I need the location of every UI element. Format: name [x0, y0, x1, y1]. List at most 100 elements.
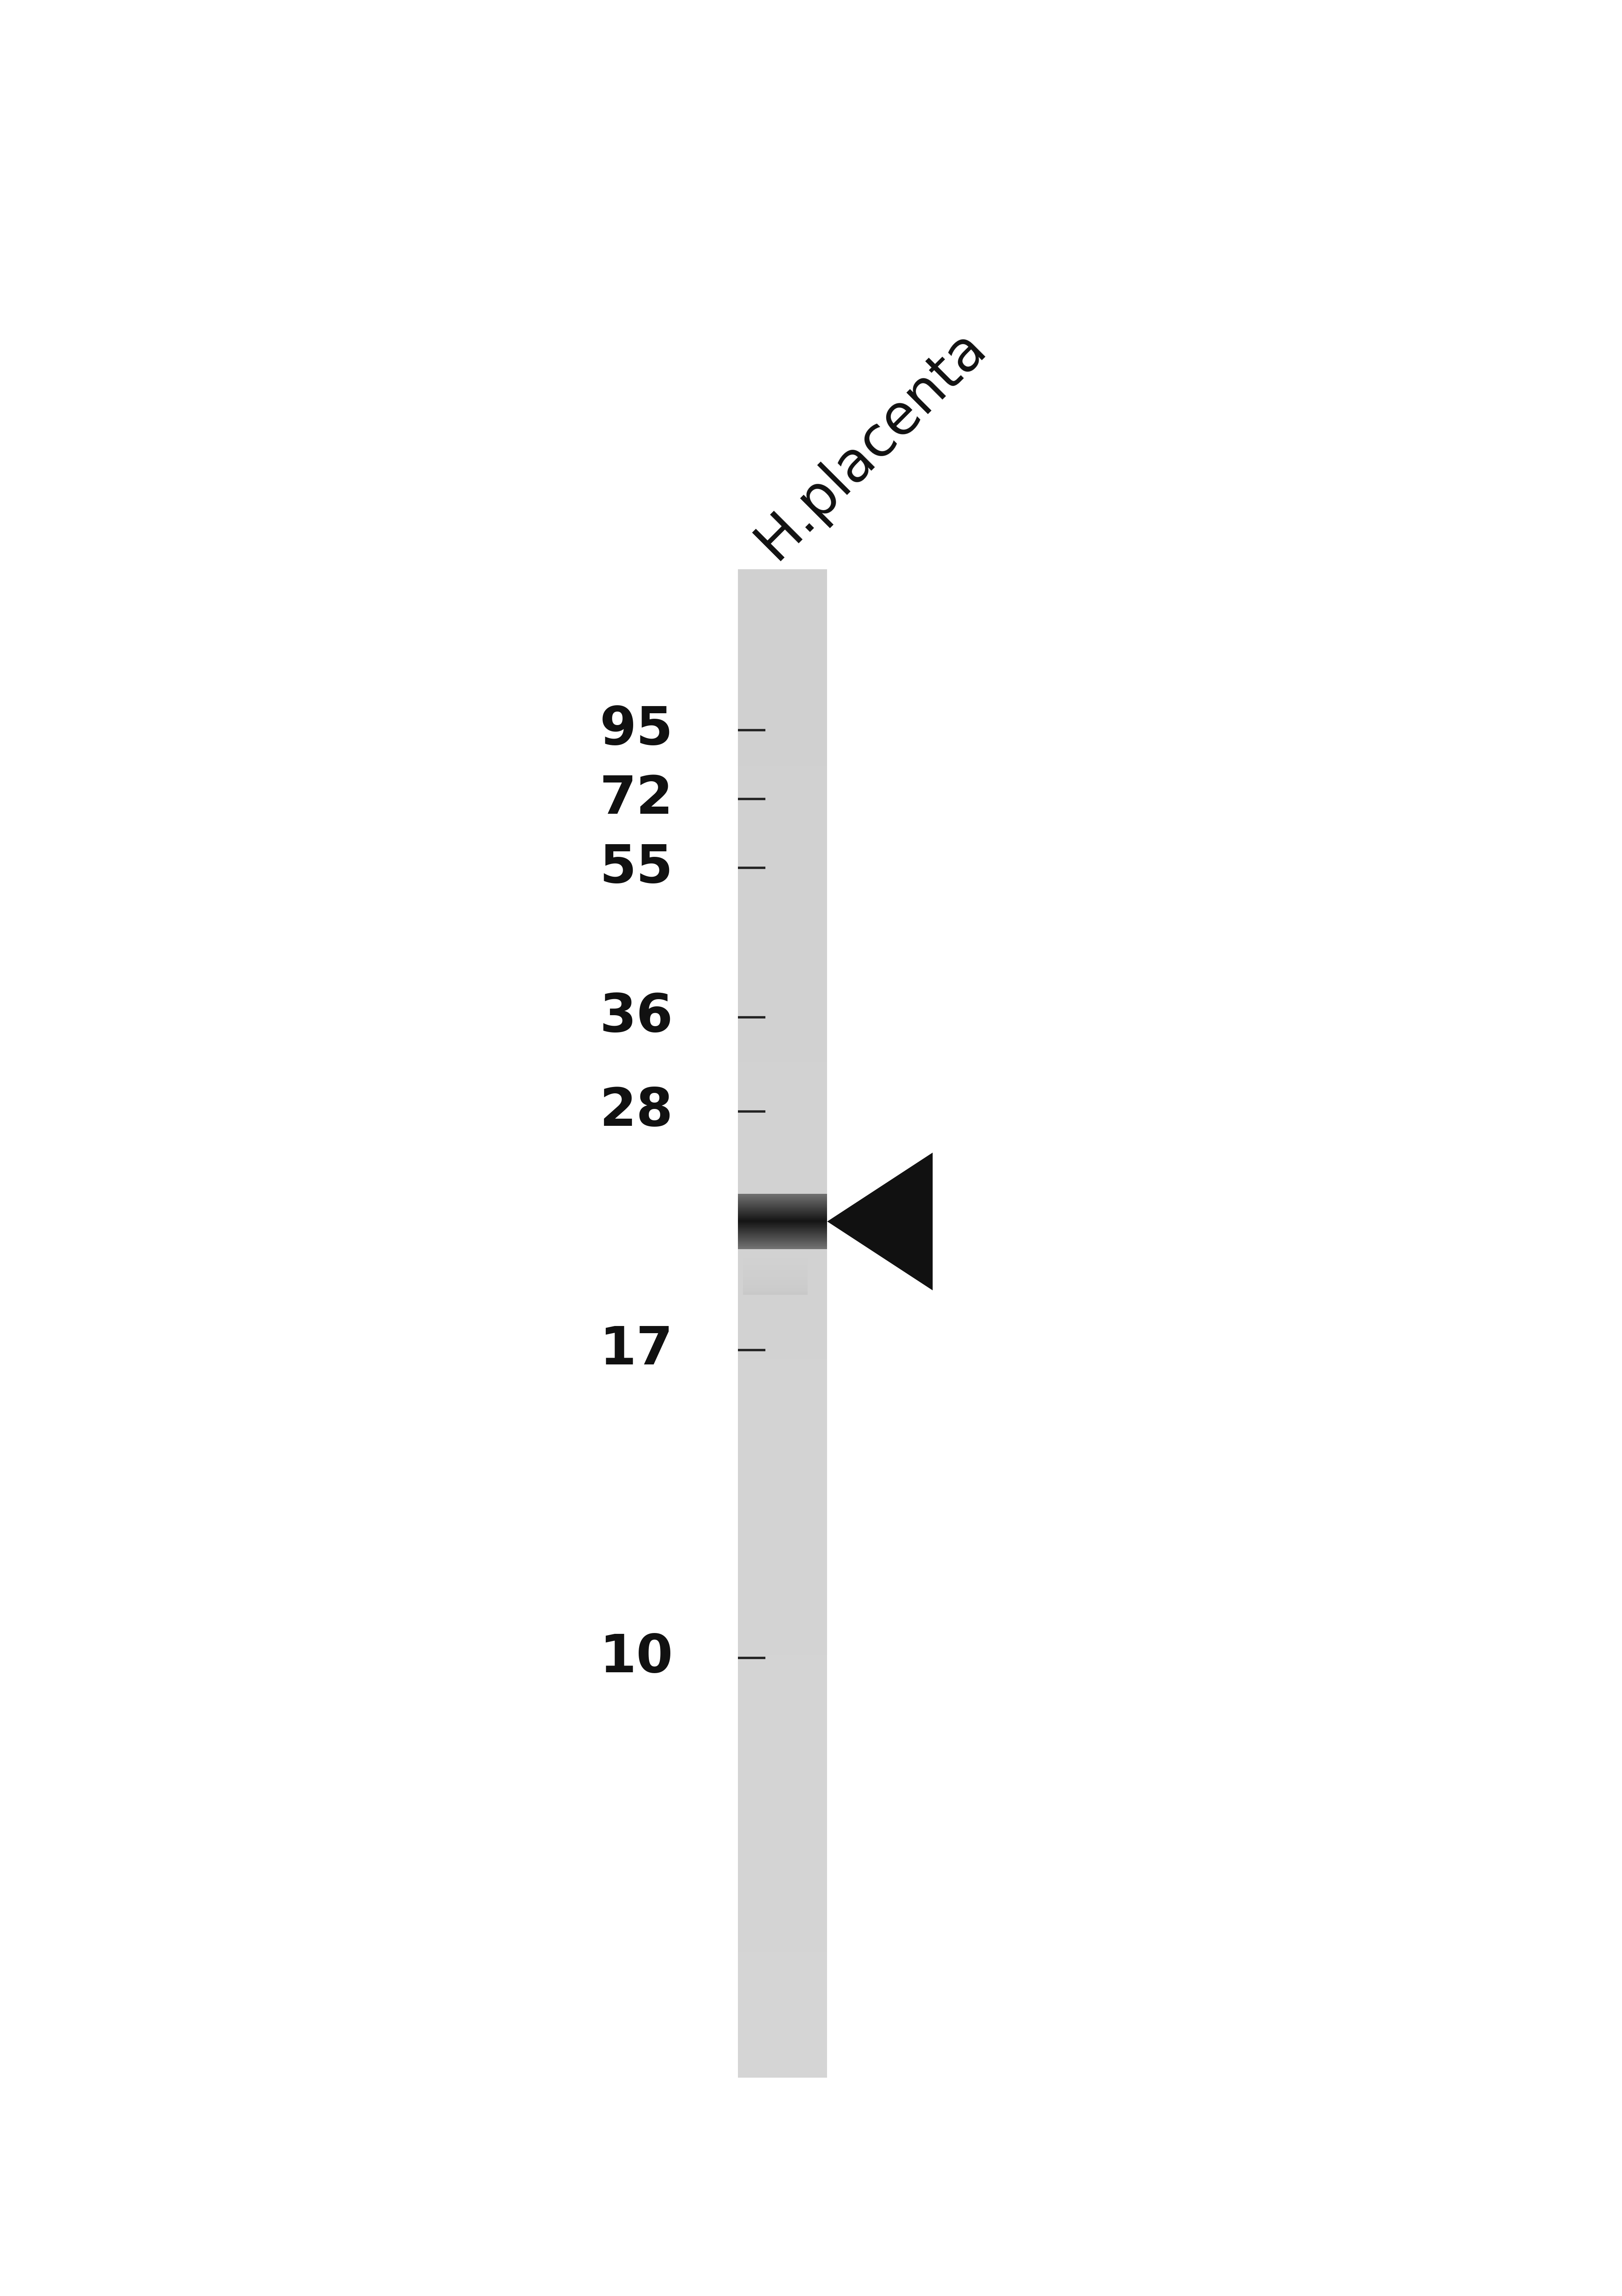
Bar: [738, 1373, 827, 1380]
Bar: [738, 735, 827, 739]
Bar: [738, 1630, 827, 1635]
Bar: [738, 1931, 827, 1938]
Polygon shape: [827, 1153, 933, 1290]
Bar: [738, 1711, 827, 1715]
Bar: [738, 1148, 827, 1153]
Text: 95: 95: [600, 705, 673, 755]
Bar: [738, 1182, 827, 1187]
Bar: [738, 1137, 827, 1143]
Bar: [738, 891, 827, 895]
Bar: [738, 1093, 827, 1097]
Bar: [738, 1026, 827, 1031]
Bar: [738, 1988, 827, 1993]
Text: 72: 72: [600, 774, 673, 824]
Bar: [738, 604, 827, 611]
Bar: [738, 831, 827, 836]
Bar: [738, 1001, 827, 1008]
Bar: [738, 2057, 827, 2062]
Bar: [738, 2062, 827, 2069]
Bar: [738, 1846, 827, 1851]
Bar: [738, 1194, 827, 1199]
Bar: [738, 1428, 827, 1435]
Bar: [738, 1876, 827, 1883]
Bar: [738, 895, 827, 902]
Bar: [738, 1233, 827, 1238]
Bar: [738, 1022, 827, 1026]
Bar: [738, 1580, 827, 1584]
Text: 17: 17: [600, 1325, 673, 1375]
Bar: [738, 1238, 827, 1242]
Bar: [738, 2002, 827, 2007]
Bar: [738, 1449, 827, 1453]
Text: H.placenta: H.placenta: [746, 319, 996, 569]
Bar: [738, 1031, 827, 1038]
Bar: [738, 1013, 827, 1017]
Bar: [738, 1063, 827, 1068]
Bar: [738, 1520, 827, 1525]
Bar: [738, 1575, 827, 1580]
Bar: [738, 907, 827, 912]
Text: 36: 36: [600, 992, 673, 1042]
Bar: [738, 1300, 827, 1304]
Bar: [738, 1963, 827, 1968]
Bar: [738, 976, 827, 983]
Bar: [738, 1490, 827, 1495]
Bar: [738, 1600, 827, 1605]
Bar: [738, 1318, 827, 1322]
Bar: [738, 992, 827, 996]
Bar: [738, 2032, 827, 2037]
Bar: [738, 1118, 827, 1123]
Bar: [738, 746, 827, 751]
Bar: [738, 1715, 827, 1722]
Bar: [738, 1901, 827, 1908]
Bar: [738, 1821, 827, 1828]
Bar: [738, 2037, 827, 2043]
Bar: [738, 1947, 827, 1952]
Bar: [738, 1952, 827, 1956]
Bar: [738, 1368, 827, 1373]
Bar: [738, 1419, 827, 1424]
Bar: [738, 1731, 827, 1736]
Bar: [738, 1837, 827, 1841]
Bar: [738, 1956, 827, 1963]
Bar: [738, 645, 827, 650]
Bar: [738, 902, 827, 907]
Bar: [738, 620, 827, 625]
Bar: [738, 1123, 827, 1127]
Bar: [738, 1479, 827, 1486]
Bar: [738, 1322, 827, 1329]
Bar: [738, 1414, 827, 1419]
Bar: [738, 654, 827, 659]
Bar: [738, 1157, 827, 1162]
Bar: [738, 579, 827, 585]
Bar: [738, 790, 827, 797]
Bar: [738, 1766, 827, 1770]
Bar: [738, 691, 827, 696]
Bar: [738, 1460, 827, 1465]
Bar: [738, 705, 827, 709]
Bar: [738, 1504, 827, 1511]
Bar: [738, 1690, 827, 1697]
Bar: [738, 1228, 827, 1233]
Bar: [738, 1242, 827, 1249]
Bar: [738, 1355, 827, 1359]
Bar: [738, 1665, 827, 1671]
Bar: [738, 1249, 827, 1254]
Bar: [738, 1187, 827, 1194]
Bar: [738, 962, 827, 967]
Bar: [738, 1212, 827, 1219]
Bar: [738, 1529, 827, 1534]
Bar: [738, 1887, 827, 1892]
Bar: [738, 1474, 827, 1479]
Bar: [738, 1646, 827, 1651]
Bar: [738, 1525, 827, 1529]
Bar: [738, 590, 827, 595]
Bar: [738, 810, 827, 815]
Bar: [738, 1968, 827, 1972]
Bar: [738, 1511, 827, 1515]
Bar: [738, 680, 827, 684]
Bar: [738, 1495, 827, 1499]
Bar: [738, 1072, 827, 1077]
Bar: [738, 1770, 827, 1777]
Bar: [738, 1566, 827, 1570]
